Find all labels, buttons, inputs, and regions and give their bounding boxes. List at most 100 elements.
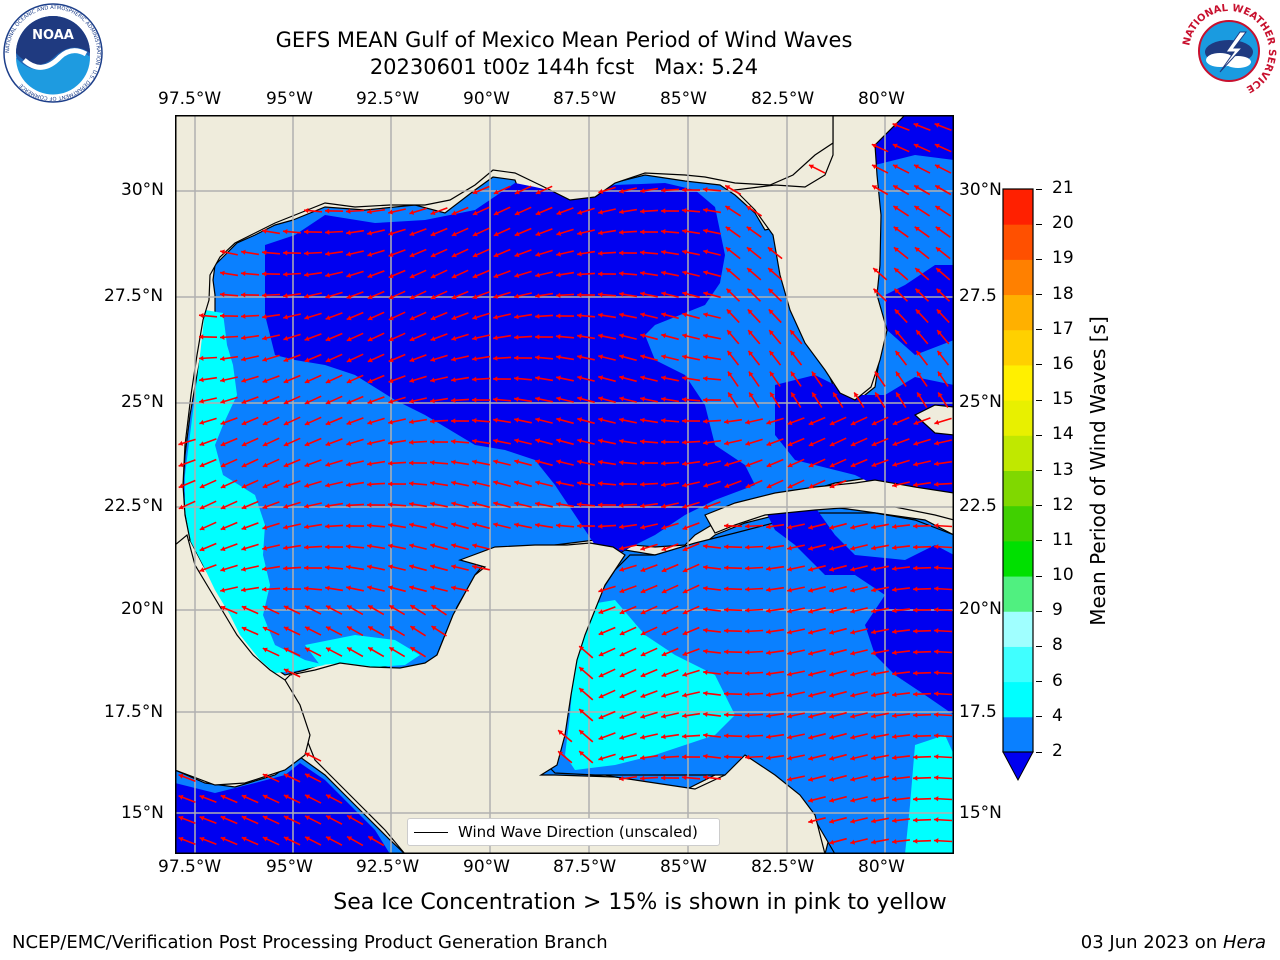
wind-wave-arrow-head [893, 247, 899, 253]
wind-wave-arrow-head [829, 545, 835, 551]
wind-wave-arrow-head [829, 650, 835, 656]
colorbar-tick-label: 16 [1052, 353, 1074, 374]
wind-wave-arrow-head [535, 355, 540, 361]
wind-wave-arrow-head [178, 836, 184, 842]
wind-wave-arrow-head [325, 565, 330, 571]
colorbar-tick-mark [1036, 434, 1042, 436]
wind-wave-arrow-head [283, 378, 289, 384]
wind-wave-arrow-head [914, 247, 920, 253]
wind-wave-arrow-head [892, 797, 897, 803]
lon-label-top: 95°W [266, 89, 313, 109]
colorbar-tick-label: 8 [1052, 635, 1063, 656]
wind-wave-arrow-head [808, 755, 814, 761]
wind-wave-arrow-head [726, 309, 732, 315]
wind-wave-arrow-head [283, 314, 288, 320]
wind-wave-arrow-head [283, 483, 289, 489]
wind-wave-arrow-head [535, 459, 541, 465]
wind-wave-arrow-head [640, 312, 645, 318]
wind-wave-arrow-head [640, 567, 646, 573]
wind-wave-arrow-head [262, 647, 268, 653]
wind-wave-arrow-head [892, 143, 898, 149]
wind-wave-arrow-head [558, 751, 563, 756]
wind-wave-arrow-head [808, 524, 814, 530]
wind-wave-arrow-head [619, 291, 624, 297]
wind-wave-arrow-head [577, 417, 583, 423]
wind-wave-arrow-head [241, 462, 247, 468]
wind-wave-arrow-head [913, 586, 918, 592]
wind-wave-arrow-head [913, 796, 918, 802]
wind-wave-arrow-head [389, 626, 395, 631]
wind-wave-arrow-head [493, 293, 499, 299]
wind-wave-arrow-head [325, 293, 331, 299]
wind-wave-arrow-head [325, 208, 330, 214]
wind-wave-arrow-head [241, 836, 247, 842]
wind-wave-arrow-head [871, 524, 876, 530]
colorbar-segment [1003, 716, 1033, 753]
wind-wave-arrow-head [325, 251, 330, 257]
wind-wave-arrow-head [871, 420, 877, 426]
wind-wave-arrow-head [934, 670, 939, 676]
lat-label-left: 27.5°N [104, 286, 164, 306]
wind-wave-arrow-head [514, 376, 519, 382]
wind-wave-arrow-head [640, 588, 646, 594]
wind-wave-arrow-head [874, 371, 880, 377]
wind-wave-arrow-head [283, 271, 288, 277]
wind-wave-arrow-head [367, 315, 373, 321]
wind-wave-arrow-head [619, 755, 624, 761]
wind-wave-arrow-head [913, 649, 918, 655]
wind-wave-arrow-head [640, 545, 646, 551]
wind-wave-arrow-head [724, 523, 729, 529]
wind-wave-arrow-head [871, 462, 877, 467]
wind-wave-arrow-head [913, 461, 918, 467]
wind-wave-arrow-head [283, 250, 288, 256]
wind-wave-arrow-head [388, 481, 393, 487]
wind-wave-arrow-head [619, 354, 625, 360]
wind-wave-arrow-head [326, 815, 331, 821]
wind-wave-arrow-head [640, 396, 645, 402]
wind-wave-arrow-head [661, 588, 667, 594]
wind-wave-arrow-head [724, 483, 730, 489]
wind-wave-arrow-head [766, 566, 771, 572]
wind-wave-arrow-head [661, 460, 666, 466]
wind-wave-arrow-head [493, 189, 499, 195]
wind-wave-arrow-head [746, 247, 752, 253]
wind-wave-arrow-head [388, 502, 393, 508]
wind-wave-arrow-head [305, 626, 310, 632]
wind-wave-arrow-head [892, 734, 897, 740]
wind-wave-arrow-head [220, 356, 225, 362]
wind-wave-arrow-head [241, 356, 246, 362]
wind-wave-arrow-head [451, 480, 456, 486]
wind-wave-arrow-head [598, 230, 603, 236]
wind-wave-arrow-head [787, 420, 793, 426]
wind-wave-arrow-head [787, 608, 792, 614]
wind-wave-arrow-head [493, 417, 498, 423]
wind-wave-arrow-head [769, 330, 774, 336]
wind-wave-arrow-head [724, 461, 730, 467]
wind-wave-arrow-head [305, 605, 310, 611]
lat-label-left: 22.5°N [104, 496, 164, 516]
wind-wave-arrow-head [304, 336, 310, 341]
wind-wave-arrow-head [577, 230, 582, 236]
colorbar-segment [1003, 576, 1033, 612]
wind-wave-arrow-head [577, 502, 582, 508]
lat-label-right: 22.5 [959, 496, 997, 516]
wind-wave-arrow-head [934, 649, 939, 655]
wind-wave-arrow-head [325, 544, 330, 550]
wind-wave-arrow-head [935, 226, 941, 232]
wind-wave-arrow-head [556, 396, 561, 402]
colorbar-tick-mark [1036, 575, 1042, 577]
wind-wave-arrow-head [367, 419, 373, 425]
wind-wave-arrow-head [472, 294, 478, 300]
wind-wave-arrow-head [262, 356, 268, 362]
wind-wave-arrow-head [430, 336, 436, 342]
wind-wave-arrow-head [766, 692, 771, 698]
wind-wave-arrow-head [913, 607, 918, 613]
wind-wave-arrow-head [389, 605, 395, 610]
wind-wave-arrow-head [934, 461, 939, 467]
wind-wave-arrow-head [829, 776, 835, 782]
wind-wave-arrow-head [283, 503, 289, 509]
wind-wave-arrow-head [304, 544, 309, 550]
wind-wave-arrow-head [598, 396, 604, 402]
wind-wave-arrow-head [220, 587, 225, 593]
wind-wave-arrow-head [535, 522, 540, 528]
